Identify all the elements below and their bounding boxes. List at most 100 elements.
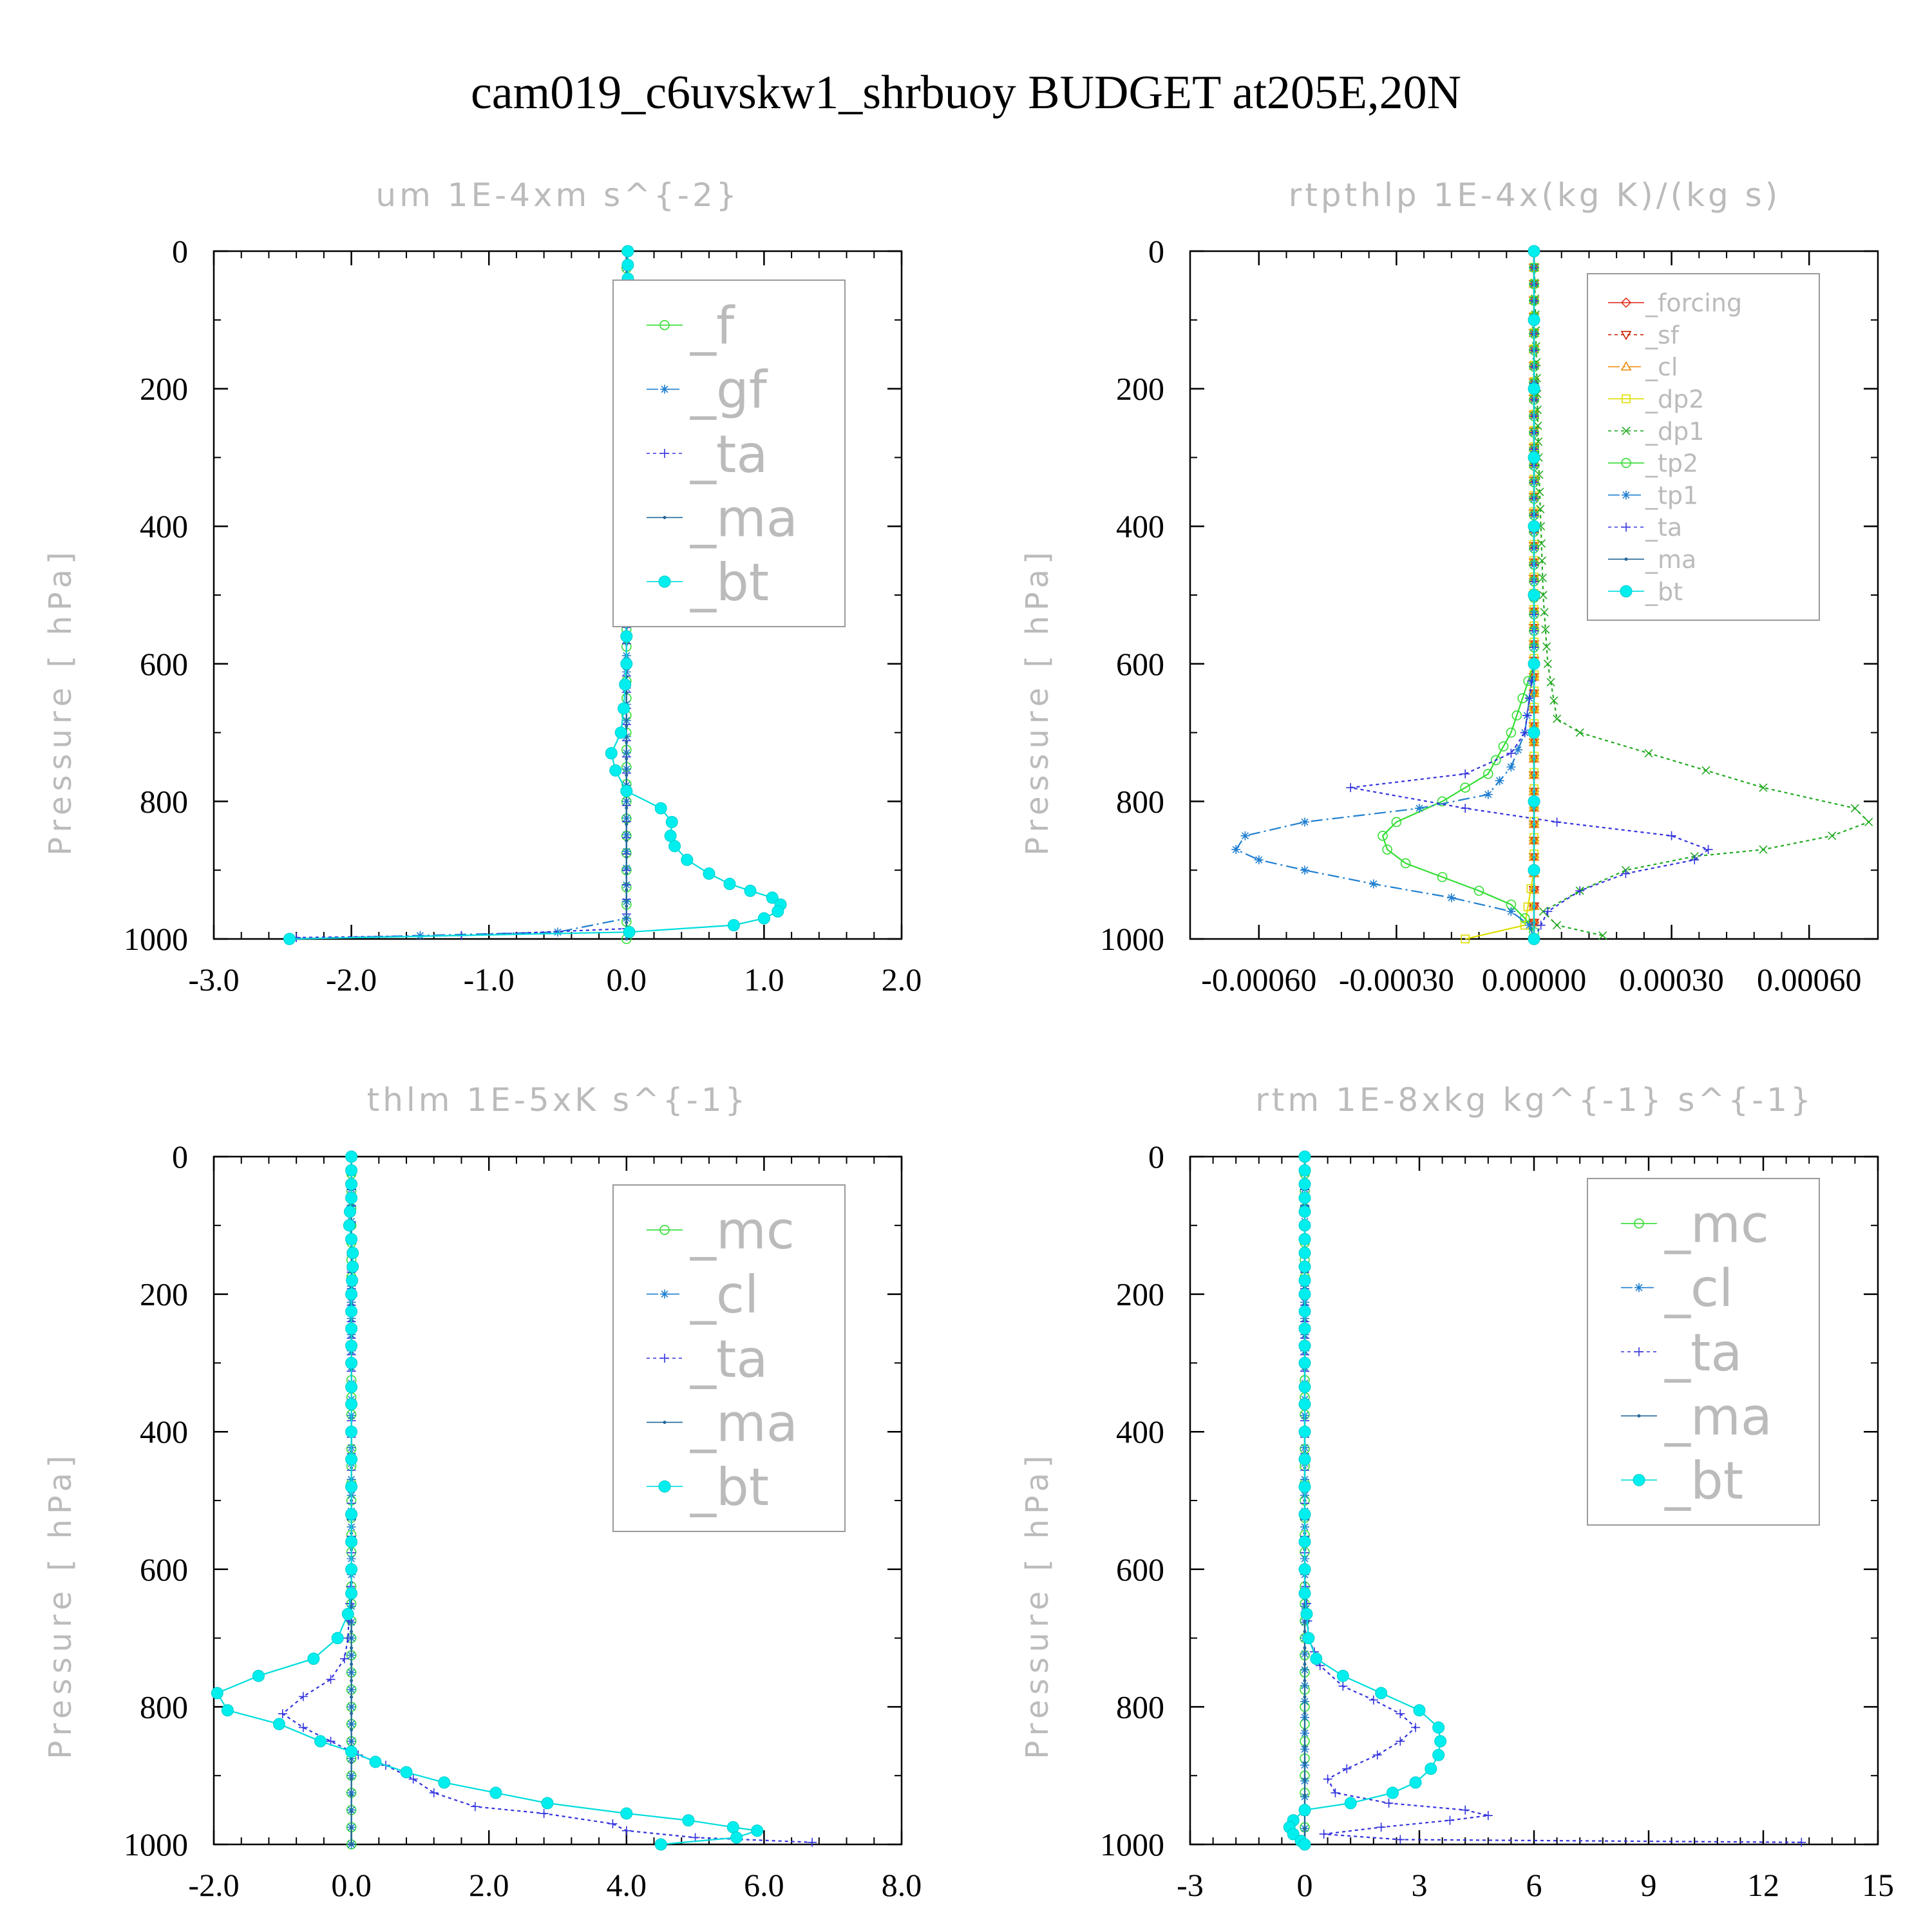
series-tp1-point bbox=[1506, 907, 1516, 916]
panel-title: rtm 1E-8xkg kg^{-1} s^{-1} bbox=[1255, 1081, 1814, 1119]
x-tick-label: -1.0 bbox=[464, 961, 515, 998]
series-bt-point bbox=[400, 1766, 413, 1779]
legend-marker bbox=[1621, 458, 1631, 468]
series-ta-point bbox=[1543, 907, 1553, 916]
legend-item: _cl bbox=[1621, 1258, 1733, 1318]
series-bt-point bbox=[1298, 1453, 1311, 1466]
y-tick-label: 200 bbox=[140, 371, 188, 407]
series-dp1-point bbox=[1535, 470, 1544, 479]
series-ta-point bbox=[1536, 920, 1546, 930]
legend-label: _sf bbox=[1645, 321, 1680, 349]
series-tp1-point bbox=[1231, 845, 1241, 855]
legend-marker bbox=[1633, 1473, 1645, 1486]
legend-label: _ma bbox=[690, 488, 798, 548]
series-bt-point bbox=[620, 784, 633, 797]
series-tp1-point bbox=[1506, 762, 1516, 772]
series-dp2-point bbox=[1461, 934, 1470, 943]
series-ma-point bbox=[350, 1842, 354, 1846]
series-bt-point bbox=[1434, 1735, 1447, 1748]
legend-box bbox=[1587, 1178, 1820, 1526]
series-ta-point bbox=[1411, 1723, 1421, 1732]
series-bt-point bbox=[1298, 1260, 1311, 1273]
legend-label: _mc bbox=[1664, 1195, 1769, 1255]
series-bt bbox=[211, 1150, 764, 1851]
series-bt-point bbox=[727, 919, 740, 932]
series-bt-point bbox=[1298, 1288, 1311, 1301]
series-ta-point bbox=[1703, 845, 1713, 855]
series-bt-point bbox=[1298, 1164, 1311, 1177]
x-tick-label: -0.00060 bbox=[1201, 961, 1316, 998]
series-bt-point bbox=[1287, 1828, 1300, 1841]
series-bt-point bbox=[1425, 1763, 1437, 1776]
series-ma-point bbox=[1303, 1662, 1307, 1666]
series-bt-point bbox=[489, 1786, 502, 1799]
series-ta-point bbox=[1445, 1815, 1455, 1825]
legend-box bbox=[612, 1184, 846, 1532]
x-tick-label: 3 bbox=[1412, 1867, 1428, 1903]
legend-marker bbox=[660, 384, 669, 394]
series-bt-point bbox=[1432, 1721, 1445, 1734]
y-ticks: 0 200 400 600 800 1000 bbox=[1100, 1139, 1878, 1862]
series-bt-point bbox=[1298, 1274, 1311, 1287]
legend-item: _mc bbox=[1621, 1195, 1769, 1255]
series-ma-point bbox=[1303, 1646, 1307, 1650]
legend-label: _tp1 bbox=[1645, 481, 1698, 509]
series-ma-point bbox=[350, 1728, 354, 1732]
series-ma-point bbox=[625, 937, 629, 941]
legend-item: _ta bbox=[647, 1329, 768, 1389]
series-bt-point bbox=[1413, 1704, 1426, 1717]
series-tp2-point bbox=[1483, 768, 1493, 779]
legend-marker bbox=[663, 1421, 667, 1425]
series-ta-point bbox=[1552, 817, 1562, 827]
panel-um: um 1E-4xm s^{-2} Pressure [ hPa] -3.0 -2.… bbox=[43, 176, 922, 998]
series-ta-point bbox=[298, 1723, 308, 1732]
series-ma-point bbox=[1303, 1728, 1307, 1732]
series-bt-point bbox=[345, 1535, 358, 1548]
series-ta-point bbox=[1575, 886, 1585, 896]
series-ma-point bbox=[1303, 1679, 1307, 1683]
legend-marker bbox=[1634, 1347, 1643, 1356]
legend-label: _dp2 bbox=[1645, 385, 1704, 413]
series-ma-point bbox=[625, 822, 629, 826]
legend-label: _ma bbox=[1664, 1387, 1772, 1446]
x-ticks: -3.0 -2.0 -1.0 0.0 1.0 2.0 bbox=[188, 251, 922, 998]
y-tick-label: 200 bbox=[1116, 1276, 1164, 1312]
panel-rtm: rtm 1E-8xkg kg^{-1} s^{-1} Pressure [ hP… bbox=[1019, 1081, 1894, 1903]
legend-label: _bt bbox=[1645, 578, 1683, 606]
x-tick-label: 12 bbox=[1747, 1867, 1779, 1903]
series-ma-point bbox=[1303, 1761, 1307, 1765]
series-dp1-point bbox=[1539, 907, 1548, 916]
legend-label: _ta bbox=[690, 424, 768, 484]
series-bt-point bbox=[343, 1205, 356, 1218]
series-tp1-point bbox=[1415, 804, 1424, 813]
series-tp1-point bbox=[1483, 790, 1493, 799]
series-dp1-point bbox=[1549, 696, 1558, 705]
y-tick-label: 800 bbox=[1116, 1689, 1164, 1725]
legend-marker bbox=[663, 516, 667, 520]
legend-item: _tp2 bbox=[1608, 450, 1698, 478]
series-ta-point bbox=[1376, 1823, 1386, 1832]
x-tick-label: 1.0 bbox=[744, 961, 784, 998]
legend: _mc_cl_ta_ma_bt bbox=[612, 1184, 846, 1532]
series-dp1-line bbox=[1533, 251, 1870, 936]
series-bt-point bbox=[1528, 933, 1540, 945]
series-tp2-point bbox=[1382, 844, 1392, 855]
y-tick-label: 800 bbox=[1116, 783, 1164, 819]
series-ma-point bbox=[625, 724, 629, 728]
series-bt-point bbox=[345, 1178, 358, 1191]
series-dp1-point bbox=[1542, 642, 1551, 651]
plot-area: -3.0 -2.0 -1.0 0.0 1.0 2.0 0 200 400 600 800 1000 _f… bbox=[124, 233, 922, 998]
series-ma-point bbox=[625, 692, 629, 696]
series-ta-point bbox=[808, 1837, 817, 1847]
panel-title: thlm 1E-5xK s^{-1} bbox=[367, 1081, 749, 1119]
series-ta-point bbox=[1323, 1774, 1332, 1784]
series-bt-point bbox=[345, 1340, 358, 1352]
series-ma-point bbox=[625, 838, 629, 842]
series-bt-point bbox=[314, 1735, 327, 1748]
series-ta-point bbox=[1331, 1788, 1340, 1797]
series-tp1-point bbox=[1240, 831, 1250, 840]
series-bt-point bbox=[1298, 1150, 1311, 1163]
y-tick-label: 0 bbox=[1148, 1139, 1164, 1175]
series-bt-point bbox=[1298, 1381, 1311, 1394]
series-ta-point bbox=[1384, 1798, 1394, 1808]
